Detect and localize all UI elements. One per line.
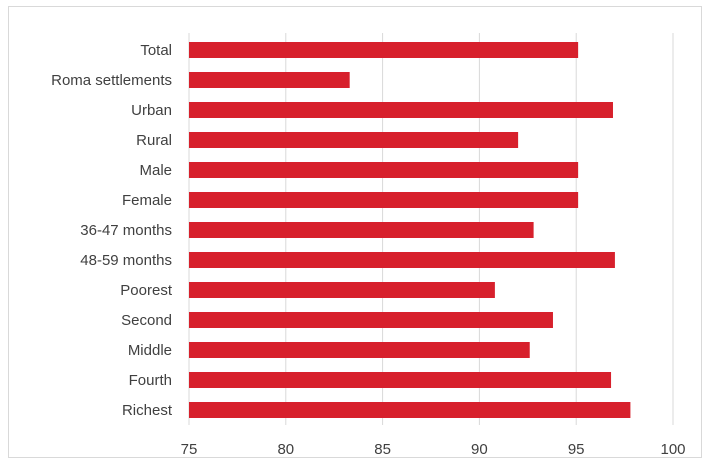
x-tick-label: 100 (660, 441, 685, 458)
bar-middle (189, 342, 530, 358)
category-label: Richest (122, 402, 173, 419)
category-label: Urban (131, 102, 172, 119)
x-tick-label: 80 (277, 441, 294, 458)
category-label: 36-47 months (80, 222, 172, 239)
category-label: Rural (136, 132, 172, 149)
bar-second (189, 312, 553, 328)
x-tick-label: 85 (374, 441, 391, 458)
x-tick-label: 75 (181, 441, 198, 458)
category-label: Female (122, 192, 172, 209)
bar-urban (189, 102, 613, 118)
bar-total (189, 42, 579, 58)
bar-36-47-months (189, 222, 534, 238)
category-label: Total (140, 42, 172, 59)
category-label: Poorest (120, 282, 173, 299)
chart-area: 75 80 85 90 95 100 Total Roma settlements Urban R… (8, 6, 702, 458)
bar-richest (189, 402, 631, 418)
category-label: Middle (128, 342, 172, 359)
bar-female (189, 192, 579, 208)
category-label: Roma settlements (51, 72, 172, 89)
category-label: Fourth (129, 372, 172, 389)
bar-roma-settlements (189, 72, 350, 88)
bar-chart: 75 80 85 90 95 100 Total Roma settlements Urban R… (51, 33, 686, 458)
bar-48-59-months (189, 252, 615, 268)
category-label: 48-59 months (80, 252, 172, 269)
x-tick-label: 95 (568, 441, 585, 458)
bar-rural (189, 132, 519, 148)
category-label: Second (121, 312, 172, 329)
bar-poorest (189, 282, 495, 298)
bar-fourth (189, 372, 612, 388)
category-label: Male (139, 162, 172, 179)
x-tick-label: 90 (471, 441, 488, 458)
bar-male (189, 162, 579, 178)
